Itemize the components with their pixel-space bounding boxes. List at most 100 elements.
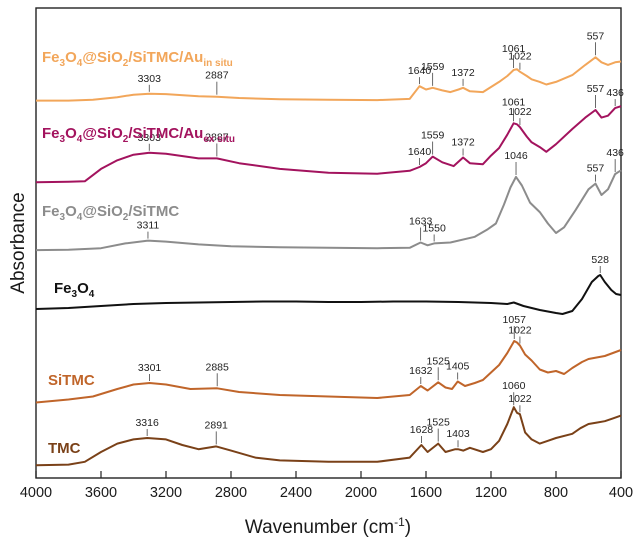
x-axis-title-sup: -1	[394, 515, 405, 529]
peak-label: 1525	[427, 355, 451, 367]
series-label-text: SiTMC	[48, 372, 95, 389]
series-label-text: TMC	[48, 440, 81, 457]
y-axis-title: Absorbance	[8, 192, 29, 293]
peak-label: 1559	[421, 130, 445, 142]
series-label-subscript: 2	[123, 134, 129, 145]
series-label-text: O	[77, 280, 89, 297]
x-tick-label: 3600	[85, 485, 117, 501]
x-tick-label: 1600	[410, 485, 442, 501]
peak-label: 3303	[138, 73, 162, 85]
series-label-text: O	[65, 203, 77, 220]
peak-label: 528	[591, 254, 609, 266]
peak-label: 2887	[205, 131, 229, 143]
x-tick-label: 1200	[475, 485, 507, 501]
peak-label: 2887	[205, 70, 229, 82]
spectrum-line	[35, 105, 622, 184]
peak-label: 436	[606, 147, 624, 159]
peak-label: 557	[587, 163, 605, 175]
peak-label: 1632	[409, 365, 433, 377]
peak-label: 1372	[451, 67, 475, 79]
peak-label: 3301	[138, 362, 162, 374]
series-label-subscript: 4	[77, 58, 83, 69]
peak-label: 1061	[502, 96, 526, 108]
peak-label: 1405	[446, 361, 470, 373]
series-label: SiTMC	[48, 372, 95, 389]
series-label-text: @SiO	[82, 203, 123, 220]
peak-label: 1022	[508, 106, 532, 118]
x-tick-label: 800	[544, 485, 568, 501]
series-label-text: Fe	[42, 49, 60, 66]
peak-label: 1372	[451, 137, 475, 149]
series-label-subscript: ex situ	[203, 134, 235, 145]
x-tick-label: 2800	[215, 485, 247, 501]
x-axis-title-end: )	[405, 517, 411, 538]
peak-label: 3303	[138, 132, 162, 144]
spectrum-line	[36, 56, 622, 102]
peak-label: 557	[587, 30, 605, 42]
series-label-text: @SiO	[82, 125, 123, 142]
series-label-text: Fe	[42, 125, 60, 142]
x-tick-label: 2400	[280, 485, 312, 501]
peak-label: 1550	[422, 222, 446, 234]
x-axis-title: Wavenumber (cm-1)	[245, 515, 411, 538]
spectrum-line	[35, 406, 622, 467]
spectrum-line	[35, 274, 622, 315]
x-tick-label: 2000	[345, 485, 377, 501]
peak-label: 1525	[427, 417, 451, 429]
x-tick-label: 3200	[150, 485, 182, 501]
peak-label: 1403	[446, 428, 470, 440]
x-tick-label: 4000	[20, 485, 52, 501]
series-label-subscript: 4	[77, 134, 83, 145]
series-label-text: O	[65, 125, 77, 142]
peak-label: 436	[606, 87, 624, 99]
series-labels: Fe3O4@SiO2/SiTMC/Auin situFe3O4@SiO2/SiT…	[42, 49, 235, 457]
spectrum-line	[35, 169, 622, 252]
series-label-subscript: 4	[89, 289, 95, 300]
peak-label: 2885	[206, 361, 230, 373]
peak-label: 1633	[409, 216, 433, 228]
series-label-text: /SiTMC	[128, 203, 179, 220]
peak-label: 3316	[135, 417, 159, 429]
series-label-text: @SiO	[82, 49, 123, 66]
series-label-text: /SiTMC/Au	[128, 125, 203, 142]
peak-label: 1559	[421, 61, 445, 73]
spectrum-line	[35, 340, 622, 404]
peak-label: 1022	[508, 51, 532, 63]
series-label: TMC	[48, 440, 81, 457]
series-label-subscript: 3	[72, 289, 78, 300]
peak-label: 2891	[205, 419, 229, 431]
peak-label: 1022	[508, 393, 532, 405]
peak-label: 1060	[502, 380, 526, 392]
peak-label: 1022	[508, 325, 532, 337]
series-label: Fe3O4@SiO2/SiTMC/Auin situ	[42, 49, 233, 69]
series-label-text: O	[65, 49, 77, 66]
peak-label: 1640	[408, 146, 432, 158]
series-label-subscript: 3	[60, 134, 66, 145]
series-label-subscript: 2	[123, 58, 129, 69]
peak-label: 1628	[410, 424, 434, 436]
peak-label: 3311	[137, 220, 160, 232]
series-label: Fe3O4	[54, 280, 95, 300]
peak-label: 1640	[408, 65, 432, 77]
peak-label: 557	[587, 83, 605, 95]
series-label: Fe3O4@SiO2/SiTMC	[42, 203, 179, 223]
series-label: Fe3O4@SiO2/SiTMC/Auex situ	[42, 125, 235, 145]
series-label-subscript: 4	[77, 212, 83, 223]
series-label-subscript: 2	[123, 212, 129, 223]
series-label-subscript: in situ	[203, 58, 232, 69]
x-tick-label: 400	[609, 485, 633, 501]
peak-label: 1057	[503, 314, 527, 326]
series-label-text: Fe	[42, 203, 60, 220]
x-axis-title-main: Wavenumber (cm	[245, 517, 394, 538]
series-label-text: /SiTMC/Au	[128, 49, 203, 66]
series-label-subscript: 3	[60, 212, 66, 223]
plot-frame	[35, 7, 622, 479]
series-label-text: Fe	[54, 280, 72, 297]
peak-label: 1046	[504, 150, 528, 162]
series-label-subscript: 3	[60, 58, 66, 69]
x-axis-ticks: 4000 3600 3200 2800 2400 2000 1600 1200 800 400	[20, 471, 633, 501]
peak-label: 1061	[502, 43, 526, 55]
spectra-group	[35, 56, 622, 467]
